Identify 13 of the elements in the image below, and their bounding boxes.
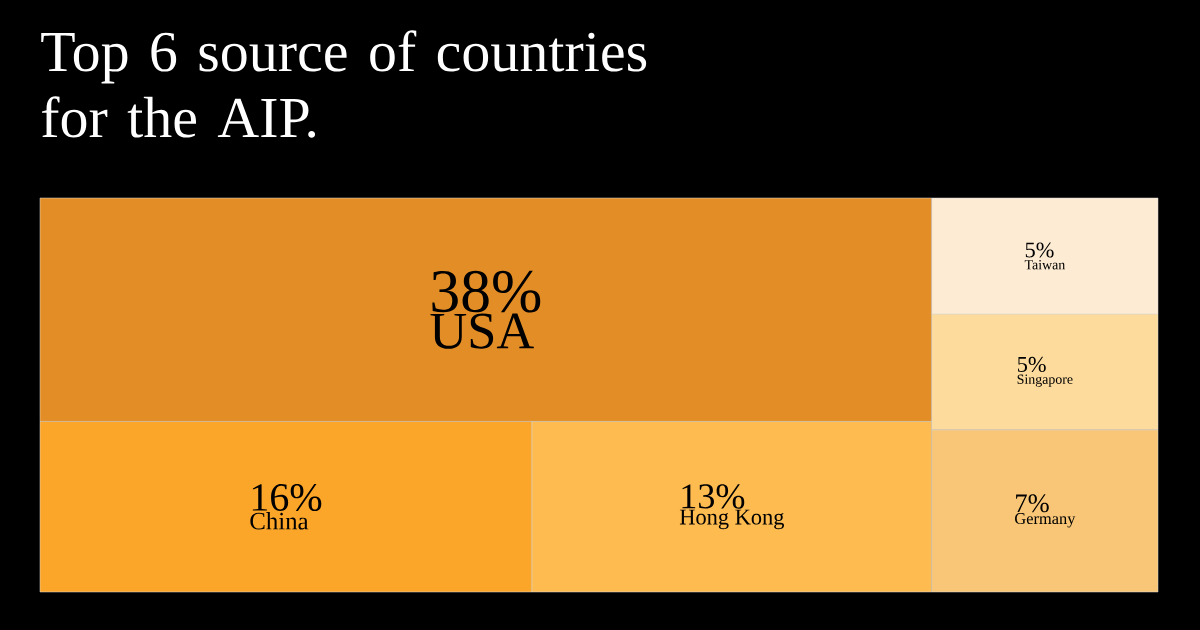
data-label: 5% <box>1018 356 1046 373</box>
category-label: Hong Kong <box>679 509 785 530</box>
data-label: 5% <box>1025 242 1054 258</box>
data-label: 38% <box>432 270 541 313</box>
category-label: USA <box>430 313 534 349</box>
data-label: 7% <box>1016 494 1049 513</box>
category-label: Germany <box>1015 513 1076 528</box>
text: Top 6 source of countries for the AIP. <box>41 30 647 138</box>
data-label: 16% <box>252 483 322 512</box>
data-label: 13% <box>682 484 745 509</box>
category-label: Singapore <box>1017 374 1073 387</box>
category-label: China <box>250 512 309 530</box>
category-label: Taiwan <box>1024 260 1066 270</box>
